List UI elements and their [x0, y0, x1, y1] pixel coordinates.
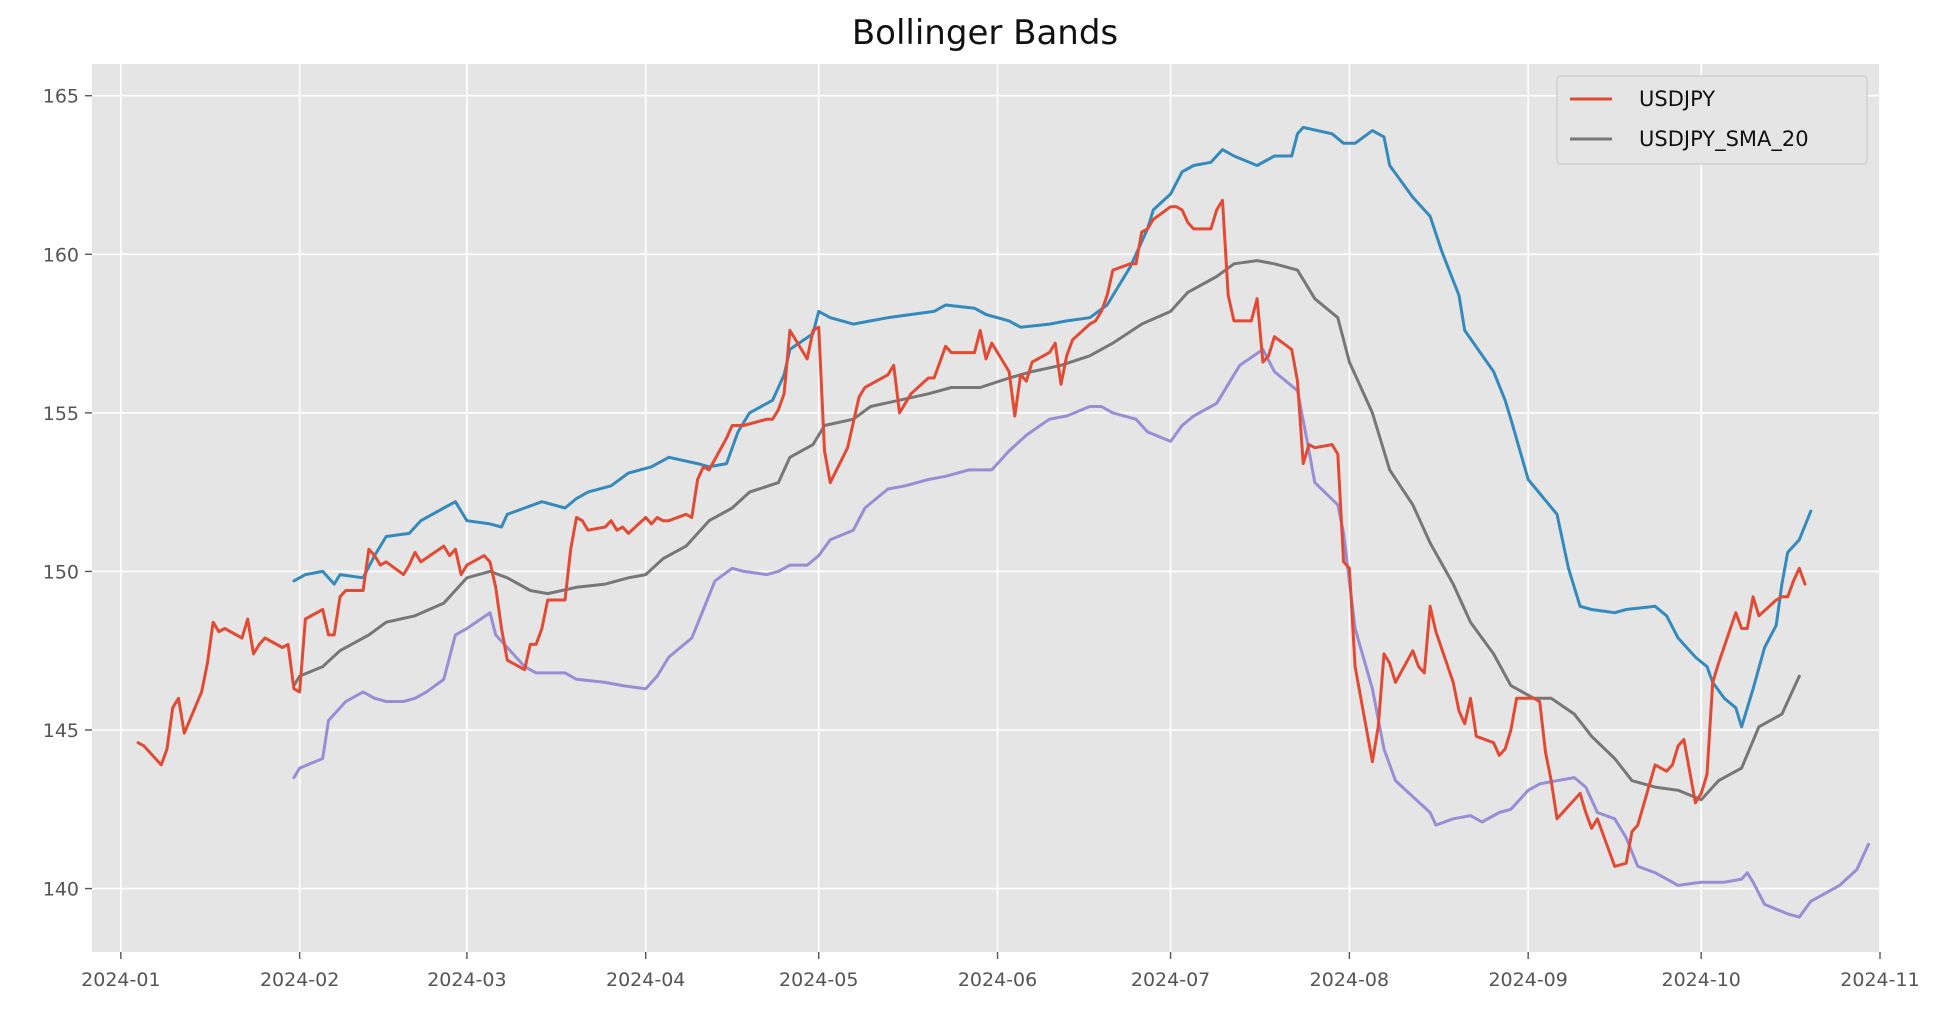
- x-tick-label: 2024-11: [1840, 969, 1919, 991]
- series-upper-band: [292, 125, 1813, 729]
- x-tick-label: 2024-07: [1131, 969, 1210, 991]
- legend: USDJPY USDJPY_SMA_20: [1556, 75, 1868, 165]
- y-tick-label: 145: [43, 720, 79, 742]
- chart-title: Bollinger Bands: [852, 13, 1118, 53]
- x-tick-label: 2024-02: [260, 969, 339, 991]
- legend-label-usdjpy: USDJPY: [1639, 87, 1715, 111]
- x-axis: 2024-01 2024-02 2024-03 2024-04 2024-05 2024-…: [81, 952, 1920, 991]
- x-tick-label: 2024-08: [1310, 969, 1389, 991]
- y-tick-label: 140: [43, 879, 79, 901]
- x-tick-label: 2024-01: [81, 969, 160, 991]
- x-tick-label: 2024-06: [958, 969, 1037, 991]
- y-axis: 140 145 150 155 160 165: [43, 86, 92, 901]
- y-tick-label: 155: [43, 403, 79, 425]
- series-layer: [136, 125, 1870, 919]
- series-usdjpy: [136, 198, 1807, 868]
- y-tick-label: 160: [43, 244, 79, 266]
- x-tick-label: 2024-10: [1662, 969, 1741, 991]
- y-tick-label: 150: [43, 561, 79, 583]
- x-tick-label: 2024-05: [779, 969, 858, 991]
- y-tick-label: 165: [43, 86, 79, 108]
- legend-label-usdjpy-sma-20: USDJPY_SMA_20: [1639, 127, 1809, 152]
- x-tick-label: 2024-03: [427, 969, 506, 991]
- x-tick-label: 2024-09: [1488, 969, 1567, 991]
- legend-box: [1556, 75, 1868, 165]
- series-usdjpy-sma-20: [292, 259, 1801, 802]
- x-tick-label: 2024-04: [606, 969, 685, 991]
